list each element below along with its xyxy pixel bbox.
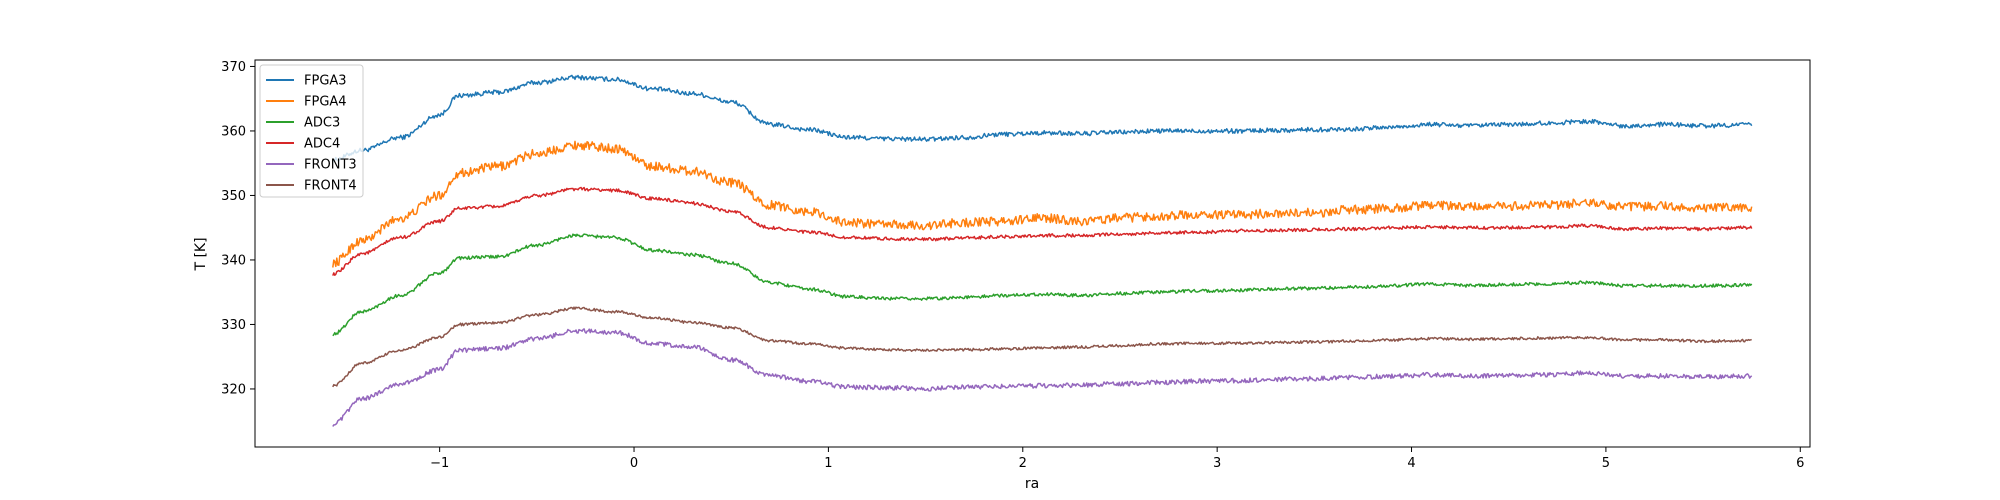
series-line-front3 <box>332 328 1753 427</box>
x-tick-label: 0 <box>630 456 638 471</box>
x-axis-label: ra <box>1025 476 1039 492</box>
plot-frame <box>254 59 1811 448</box>
x-tick-label: 3 <box>1213 456 1221 471</box>
y-tick-label: 340 <box>221 253 246 268</box>
x-tick-label: 4 <box>1407 456 1415 471</box>
series-line-front4 <box>332 306 1752 388</box>
series-line-adc4 <box>332 186 1753 276</box>
y-tick-label: 330 <box>221 318 246 333</box>
legend-label-front4: FRONT4 <box>304 179 357 194</box>
plot-lines <box>332 74 1753 427</box>
y-tick-label: 360 <box>221 124 246 139</box>
x-tick-label: 5 <box>1602 456 1610 471</box>
y-axis-label: T [K] <box>193 237 209 271</box>
x-axis: −1 0 1 2 3 4 5 6 <box>430 447 1804 471</box>
x-tick-label: 1 <box>824 456 832 471</box>
series-line-adc3 <box>332 233 1753 337</box>
legend-label-fpga3: FPGA3 <box>304 74 347 89</box>
y-axis: 320 330 340 350 360 370 <box>221 60 255 397</box>
legend-label-front3: FRONT3 <box>304 158 357 173</box>
x-tick-label: −1 <box>430 456 449 471</box>
legend-label-adc3: ADC3 <box>304 116 340 131</box>
x-tick-label: 2 <box>1019 456 1027 471</box>
legend-label-adc4: ADC4 <box>304 137 340 152</box>
y-tick-label: 320 <box>221 382 246 397</box>
series-line-fpga3 <box>332 74 1753 163</box>
y-tick-label: 350 <box>221 189 246 204</box>
x-tick-label: 6 <box>1796 456 1804 471</box>
y-tick-label: 370 <box>221 60 246 75</box>
series-line-fpga4 <box>332 140 1753 268</box>
legend-label-fpga4: FPGA4 <box>304 95 347 110</box>
legend: FPGA3 FPGA4 ADC3 ADC4 FRONT3 FRONT4 <box>259 64 364 198</box>
